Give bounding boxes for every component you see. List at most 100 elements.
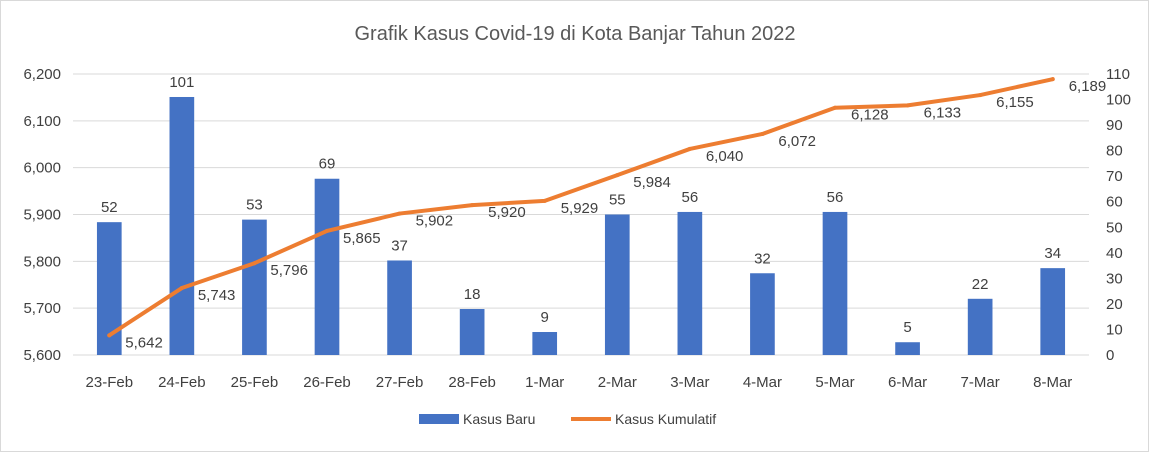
- left-axis-tick-label: 6,200: [23, 66, 61, 83]
- x-axis-tick-label: 7-Mar: [961, 374, 1000, 391]
- bar-data-label: 56: [827, 189, 844, 206]
- bar-kasus-baru: [459, 309, 485, 355]
- right-axis-tick-label: 110: [1106, 66, 1130, 83]
- right-axis-ticks: 0 10 20 30 40 50 60 70 80 90 100 110: [1106, 66, 1131, 364]
- line-kasus-kumulatif: [107, 77, 1055, 338]
- x-axis-tick-label: 8-Mar: [1033, 374, 1072, 391]
- line-point: [397, 211, 402, 216]
- bar-data-label: 5: [903, 319, 911, 336]
- right-axis-tick-label: 30: [1106, 270, 1123, 287]
- x-axis-tick-label: 24-Feb: [158, 374, 206, 391]
- line-point: [760, 131, 765, 136]
- left-axis-tick-label: 6,100: [23, 113, 61, 130]
- bar-kasus-baru: [314, 178, 340, 355]
- right-axis-tick-label: 80: [1106, 143, 1123, 160]
- right-axis-tick-label: 50: [1106, 219, 1123, 236]
- x-axis-tick-label: 23-Feb: [86, 374, 134, 391]
- x-axis-tick-label: 1-Mar: [525, 374, 564, 391]
- bar-data-label: 52: [101, 199, 118, 216]
- right-axis-tick-label: 0: [1106, 347, 1114, 364]
- data-labels: 52 101 53 69 37 18 9 55 56 32 56 5 22 34 5,642 5,743 5,7…: [101, 74, 1106, 351]
- right-axis-tick-label: 70: [1106, 168, 1123, 185]
- line-data-label: 5,920: [488, 204, 526, 221]
- line-point: [542, 198, 547, 203]
- line-point: [978, 93, 983, 98]
- line-point: [687, 146, 692, 151]
- bar-data-label: 9: [541, 309, 549, 326]
- bar-data-label: 22: [972, 276, 989, 293]
- chart-title: Grafik Kasus Covid-19 di Kota Banjar Tah…: [354, 23, 795, 45]
- bar-data-label: 18: [464, 286, 481, 303]
- legend-swatch-kasus-baru: [419, 414, 459, 424]
- x-axis-tick-label: 5-Mar: [815, 374, 854, 391]
- line-point: [833, 105, 837, 110]
- line-data-label: 5,865: [343, 230, 381, 247]
- bar-data-label: 34: [1044, 245, 1061, 262]
- line-data-label: 5,642: [125, 334, 163, 351]
- line-point: [107, 333, 112, 338]
- bar-kasus-baru: [532, 332, 558, 355]
- line-data-label: 6,128: [851, 107, 889, 124]
- bar-kasus-baru: [169, 96, 195, 355]
- right-axis-tick-label: 10: [1106, 321, 1123, 338]
- x-axis-tick-label: 27-Feb: [376, 374, 424, 391]
- bar-kasus-baru: [387, 260, 412, 355]
- line-data-label: 6,189: [1069, 78, 1107, 95]
- left-axis-ticks: 5,600 5,700 5,800 5,900 6,000 6,100 6,200: [23, 66, 61, 364]
- bar-kasus-baru: [750, 273, 775, 355]
- line-data-label: 6,155: [996, 94, 1034, 111]
- bar-data-label: 101: [169, 74, 194, 91]
- legend-label-kasus-kumulatif: Kasus Kumulatif: [615, 411, 716, 427]
- x-axis-tick-label: 3-Mar: [670, 374, 709, 391]
- x-axis-tick-label: 25-Feb: [231, 374, 279, 391]
- line-point: [1050, 77, 1055, 82]
- line-point: [325, 228, 329, 233]
- x-axis-ticks: 23-Feb 24-Feb 25-Feb 26-Feb 27-Feb 28-Feb 1-Ma…: [86, 374, 1073, 391]
- bar-data-label: 37: [391, 237, 408, 254]
- bar-data-label: 53: [246, 197, 263, 214]
- bar-series: [96, 96, 1066, 355]
- line-data-label: 5,902: [416, 213, 454, 230]
- right-axis-tick-label: 20: [1106, 296, 1123, 313]
- line-point: [252, 261, 257, 266]
- bar-data-label: 69: [319, 156, 336, 173]
- line-point: [470, 203, 475, 208]
- left-axis-tick-label: 5,900: [23, 207, 61, 224]
- line-data-label: 6,040: [706, 148, 744, 165]
- left-axis-tick-label: 5,800: [23, 253, 61, 270]
- left-axis-tick-label: 5,600: [23, 347, 61, 364]
- right-axis-tick-label: 60: [1106, 194, 1123, 211]
- line-point: [905, 103, 910, 108]
- bar-data-label: 56: [682, 189, 699, 206]
- x-axis-tick-label: 28-Feb: [448, 374, 496, 391]
- x-axis-tick-label: 26-Feb: [303, 374, 351, 391]
- line-data-label: 5,984: [633, 174, 671, 191]
- bar-data-label: 55: [609, 192, 626, 209]
- bar-kasus-baru: [967, 298, 993, 355]
- right-axis-tick-label: 100: [1106, 92, 1131, 109]
- bar-kasus-baru: [677, 211, 703, 355]
- x-axis-tick-label: 2-Mar: [598, 374, 637, 391]
- line-point: [615, 173, 620, 178]
- legend-label-kasus-baru: Kasus Baru: [463, 411, 535, 427]
- x-axis-tick-label: 4-Mar: [743, 374, 782, 391]
- right-axis-tick-label: 40: [1106, 245, 1123, 262]
- line-data-label: 5,929: [561, 200, 599, 217]
- legend: Kasus Baru Kasus Kumulatif: [419, 411, 716, 427]
- line-series: [107, 77, 1055, 338]
- line-data-label: 5,796: [270, 262, 308, 279]
- line-data-label: 5,743: [198, 287, 236, 304]
- line-data-label: 6,133: [924, 104, 962, 121]
- bar-kasus-baru: [604, 214, 630, 355]
- left-axis-tick-label: 5,700: [23, 300, 61, 317]
- bar-kasus-baru: [1040, 268, 1066, 355]
- x-axis-tick-label: 6-Mar: [888, 374, 927, 391]
- bar-data-label: 32: [754, 250, 771, 267]
- bar-kasus-baru: [242, 219, 267, 355]
- line-point: [179, 286, 184, 291]
- right-axis-tick-label: 90: [1106, 117, 1123, 134]
- line-data-label: 6,072: [778, 133, 816, 150]
- bar-kasus-baru: [96, 222, 122, 355]
